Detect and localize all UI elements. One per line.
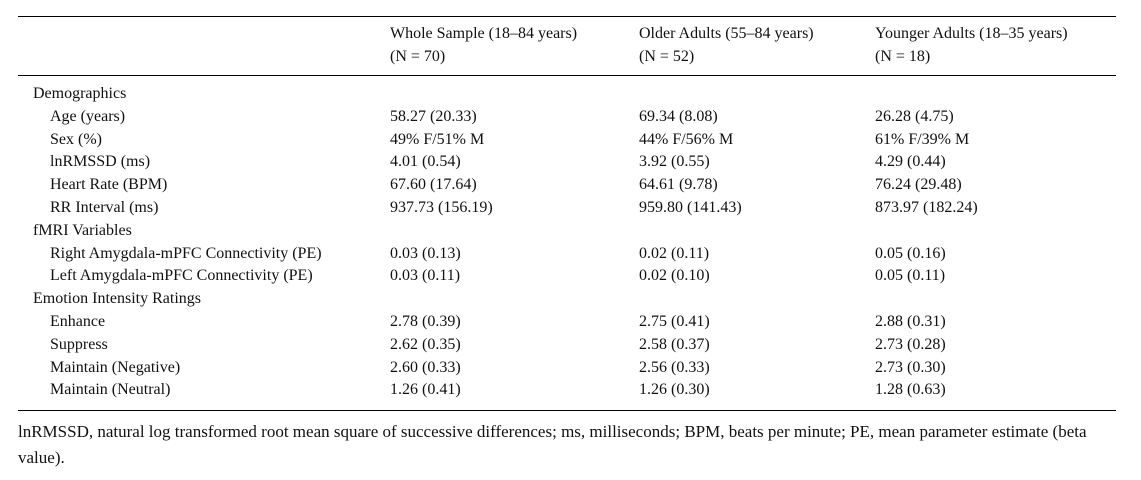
cell: 26.28 (4.75) (875, 107, 954, 125)
header-rule (18, 75, 1116, 76)
row-label: Sex (%) (50, 130, 102, 148)
column-n: (N = 18) (875, 48, 931, 65)
cell: 69.34 (8.08) (639, 107, 718, 125)
cell: 1.26 (0.41) (390, 381, 461, 399)
cell: 49% F/51% M (390, 130, 485, 148)
cell: 2.88 (0.31) (875, 313, 946, 330)
cell: 2.62 (0.35) (390, 335, 461, 353)
cell: 4.01 (0.54) (390, 153, 461, 171)
cell: 76.24 (29.48) (875, 176, 962, 194)
cell: 937.73 (156.19) (390, 199, 493, 216)
cell: 0.02 (0.11) (639, 244, 710, 262)
cell: 0.03 (0.13) (390, 244, 461, 262)
column-title: Whole Sample (18–84 years) (390, 25, 578, 42)
row-label: Left Amygdala-mPFC Connectivity (PE) (50, 267, 313, 285)
cell: 44% F/56% M (639, 130, 734, 148)
cell: 2.73 (0.28) (875, 335, 946, 353)
column-title: Older Adults (55–84 years) (639, 25, 814, 42)
cell: 0.03 (0.11) (390, 267, 461, 285)
column-title: Younger Adults (18–35 years) (875, 25, 1068, 42)
cell: 64.61 (9.78) (639, 176, 718, 194)
bottom-rule (18, 410, 1116, 411)
cell: 3.92 (0.55) (639, 153, 710, 171)
cell: 61% F/39% M (875, 130, 970, 148)
cell: 58.27 (20.33) (390, 107, 477, 125)
cell: 1.28 (0.63) (875, 381, 946, 399)
column-n: (N = 70) (390, 48, 446, 65)
section-label: Emotion Intensity Ratings (33, 290, 201, 308)
row-label: RR Interval (ms) (50, 199, 159, 216)
footnote: lnRMSSD, natural log transformed root me… (18, 422, 1087, 467)
cell: 959.80 (141.43) (639, 199, 742, 216)
row-label: lnRMSSD (ms) (50, 153, 151, 171)
row-label: Suppress (50, 335, 108, 353)
cell: 1.26 (0.30) (639, 381, 710, 399)
column-n: (N = 52) (639, 48, 695, 65)
cell: 873.97 (182.24) (875, 199, 978, 216)
cell: 2.75 (0.41) (639, 313, 710, 330)
cell: 2.73 (0.30) (875, 358, 946, 376)
cell: 2.78 (0.39) (390, 313, 461, 330)
cell: 67.60 (17.64) (390, 176, 477, 194)
cell: 2.58 (0.37) (639, 335, 710, 353)
cell: 4.29 (0.44) (875, 153, 946, 171)
section-label: Demographics (33, 85, 127, 102)
row-label: Age (years) (50, 107, 126, 125)
row-label: Heart Rate (BPM) (50, 176, 168, 194)
row-label: Right Amygdala-mPFC Connectivity (PE) (50, 244, 322, 262)
row-label: Enhance (50, 313, 106, 330)
cell: 0.05 (0.11) (875, 267, 946, 285)
section-label: fMRI Variables (33, 221, 132, 239)
cell: 0.02 (0.10) (639, 267, 710, 285)
cell: 2.56 (0.33) (639, 358, 710, 376)
cell: 2.60 (0.33) (390, 358, 461, 376)
cell: 0.05 (0.16) (875, 244, 946, 262)
row-label: Maintain (Neutral) (50, 381, 171, 399)
row-label: Maintain (Negative) (50, 358, 181, 376)
top-rule (18, 16, 1116, 17)
